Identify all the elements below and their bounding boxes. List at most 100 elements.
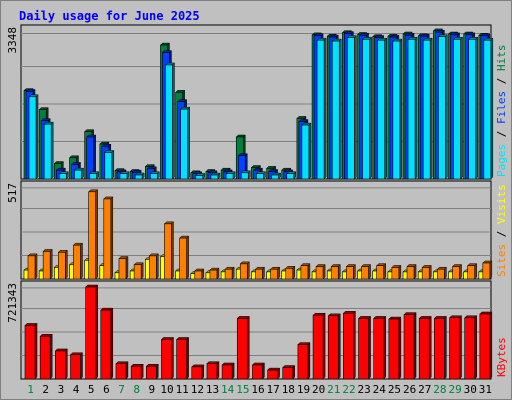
middle-sites-bar-face <box>209 269 218 280</box>
x-tick-label: 11 <box>176 383 189 396</box>
middle-sites-bar-face <box>376 265 385 280</box>
bottom-kbytes-bar-side <box>140 363 144 380</box>
middle-sites-bar-face <box>300 265 309 280</box>
middle-sites-bar-face <box>27 255 36 280</box>
bottom-kbytes-bar <box>464 315 478 380</box>
bottom-kbytes-bar-face <box>85 286 96 380</box>
bottom-kbytes-bar <box>236 315 250 380</box>
middle-sites-bar <box>72 242 84 280</box>
middle-sites-bar-face <box>391 267 400 280</box>
middle-sites-bar <box>330 263 341 280</box>
top-pages-bar-face <box>180 108 188 180</box>
top-pages-bar <box>468 36 479 180</box>
middle-sites-bar-face <box>148 255 157 280</box>
x-tick-label: 16 <box>251 383 264 396</box>
bottom-kbytes-bar-face <box>403 314 415 380</box>
middle-sites-bar <box>391 264 402 280</box>
bottom-kbytes-bar <box>221 362 235 380</box>
middle-sites-bar-side <box>110 196 114 280</box>
middle-sites-bar <box>179 235 190 280</box>
top-pages-bar <box>195 172 206 180</box>
bottom-kbytes-bar-face <box>100 309 112 380</box>
middle-sites-bar-side <box>156 253 159 280</box>
bottom-kbytes-bar <box>266 367 281 380</box>
bottom-kbytes-bar-face <box>191 366 203 380</box>
middle-sites-bar-face <box>118 258 127 280</box>
bottom-kbytes-bar <box>115 361 129 380</box>
bottom-panel-legend: KBytes <box>495 337 508 377</box>
x-tick-label: 2 <box>42 383 49 396</box>
x-tick-label: 13 <box>206 383 219 396</box>
x-tick-label: 10 <box>160 383 173 396</box>
middle-sites-bar <box>224 266 235 280</box>
bottom-kbytes-bar-face <box>449 317 460 380</box>
middle-panel-legend: Sites / Visits <box>495 184 508 277</box>
legend-kbytes: KBytes <box>495 337 508 377</box>
top-pages-bar-face <box>347 37 355 180</box>
bottom-kbytes-bar <box>282 364 296 380</box>
top-pages-bar-face <box>256 173 264 180</box>
top-pages-bar <box>240 170 251 180</box>
bottom-kbytes-bar-face <box>434 318 445 380</box>
legend-pages: Pages <box>495 144 508 177</box>
middle-sites-bar <box>285 265 296 280</box>
middle-sites-bar <box>148 253 159 280</box>
middle-sites-bar <box>269 266 281 280</box>
middle-sites-bar <box>254 266 266 280</box>
top-pages-bar-face <box>453 39 461 180</box>
middle-sites-bar-side <box>140 262 144 280</box>
x-tick-label: 3 <box>58 383 65 396</box>
top-pages-bar <box>331 38 342 180</box>
bottom-kbytes-bar-face <box>24 325 36 380</box>
bottom-kbytes-bar-face <box>358 318 369 380</box>
bottom-kbytes-bar <box>342 310 356 380</box>
middle-sites-bar-side <box>201 268 205 280</box>
bottom-kbytes-bar-face <box>327 315 339 380</box>
top-pages-bar-face <box>225 173 234 180</box>
top-pages-bar <box>301 122 312 180</box>
bottom-kbytes-bar <box>251 362 266 380</box>
middle-sites-bar-side <box>231 266 235 280</box>
x-tick-label: 21 <box>327 383 340 396</box>
middle-sites-bar-side <box>171 221 174 280</box>
top-pages-bar-side <box>81 167 84 180</box>
top-pages-bar <box>89 171 100 180</box>
top-pages-bar-face <box>331 40 340 180</box>
x-tick-label: 22 <box>342 383 355 396</box>
top-pages-bar <box>422 37 433 180</box>
middle-sites-bar <box>315 263 326 280</box>
x-tick-label: 29 <box>448 383 461 396</box>
middle-sites-bar <box>239 261 250 280</box>
middle-sites-bar <box>118 255 129 280</box>
bottom-kbytes-bar <box>145 363 159 380</box>
middle-sites-bar <box>27 253 38 280</box>
top-panel: 3348 Pages / Files / Hits <box>6 24 508 180</box>
bottom-kbytes-bar-side <box>95 284 98 380</box>
top-pages-bar-face <box>104 152 113 180</box>
x-tick-label: 26 <box>403 383 416 396</box>
bottom-kbytes-bar-side <box>171 336 174 380</box>
middle-sites-bar <box>421 264 432 280</box>
middle-sites-bar-face <box>194 270 203 280</box>
top-pages-bar-side <box>111 149 115 180</box>
middle-sites-bar-face <box>270 268 278 280</box>
middle-panel: 517 Sites / Visits <box>6 180 508 280</box>
middle-sites-bar <box>88 189 99 280</box>
bottom-kbytes-bar-face <box>464 317 475 380</box>
legend-visits: Visits <box>495 184 508 224</box>
x-tick-label: 4 <box>73 383 80 396</box>
bottom-kbytes-bar-face <box>161 339 172 380</box>
middle-sites-bar-face <box>346 266 354 280</box>
middle-sites-bar <box>482 260 493 280</box>
legend-separator: / <box>495 224 508 244</box>
top-pages-bar-face <box>119 173 128 180</box>
top-pages-bar-face <box>240 172 249 180</box>
bottom-kbytes-bar-face <box>115 363 127 380</box>
legend-hits: Hits <box>495 45 508 72</box>
middle-sites-bar <box>194 268 205 280</box>
top-pages-bar-face <box>74 169 82 180</box>
top-pages-bar <box>346 34 357 180</box>
middle-sites-bar-side <box>216 267 220 280</box>
